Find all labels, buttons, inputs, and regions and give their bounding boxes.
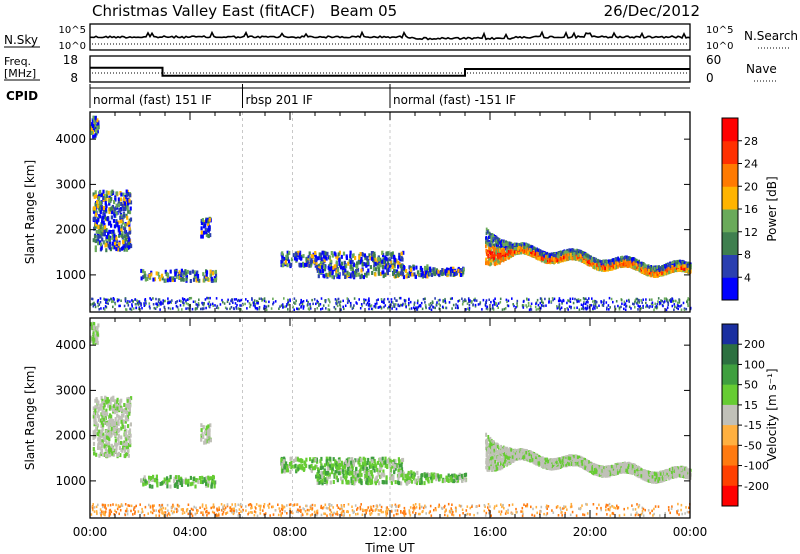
y-tick-label: 3000 [55, 383, 86, 397]
y-axis-label: Slant Range [km] [23, 160, 37, 264]
x-tick-label: 20:00 [573, 525, 608, 539]
freq-label: Freq. [4, 55, 31, 68]
colorbar-swatch [722, 231, 738, 255]
nsky-trace [90, 30, 691, 45]
nsearch-tick-bottom: 10^0 [706, 41, 733, 52]
beam-label: Beam 05 [330, 2, 397, 20]
y-tick-label: 1000 [55, 474, 86, 488]
colorbar-tick-label: -200 [744, 480, 769, 493]
colorbar-swatch [722, 425, 738, 446]
x-tick-label: 12:00 [373, 525, 408, 539]
velocity-panel: 1000 2000 3000 4000 Slant Range [km] 200 100 50… [23, 317, 779, 519]
colorbar-swatch [722, 118, 738, 142]
colorbar-tick-label: 20 [744, 180, 758, 193]
colorbar-tick-label: 12 [744, 226, 758, 239]
nsearch-label: N.Search [744, 29, 798, 43]
colorbar-tick-label: 16 [744, 203, 758, 216]
nave-label: Nave [746, 62, 777, 76]
colorbar-label: Power [dB] [765, 176, 779, 241]
x-tick-label: 04:00 [173, 525, 208, 539]
colorbar-tick-label: 50 [744, 379, 758, 392]
colorbar-swatch [722, 344, 738, 365]
colorbar-swatch [722, 324, 738, 345]
colorbar-tick-label: 24 [744, 158, 758, 171]
colorbar-swatch [722, 163, 738, 187]
power-cells [90, 115, 692, 312]
freq-tick-top: 18 [63, 53, 78, 67]
colorbar-tick-label: 8 [744, 249, 751, 262]
nsearch-tick-top: 10^5 [706, 25, 733, 36]
cpid-segment-label: normal (fast) 151 IF [93, 93, 212, 107]
y-tick-label: 2000 [55, 429, 86, 443]
colorbar-swatch [722, 445, 738, 467]
freq-tick-bottom: 8 [70, 71, 78, 85]
cpid-label: CPID [6, 89, 38, 103]
colorbar-swatch [722, 404, 738, 426]
y-axis-label: Slant Range [km] [23, 366, 37, 470]
colorbar-swatch [722, 186, 738, 210]
x-axis-label: Time UT [364, 541, 415, 554]
colorbar-swatch [722, 254, 738, 278]
x-tick-label: 16:00 [473, 525, 508, 539]
freq-trace [90, 66, 690, 77]
nave-tick-bottom: 0 [706, 71, 714, 85]
x-tick-label: 08:00 [273, 525, 308, 539]
colorbar-tick-label: 4 [744, 271, 751, 284]
colorbar-frame [721, 323, 739, 507]
nsky-line [90, 30, 691, 41]
cpid-strip: normal (fast) 151 IF rbsp 201 IF normal (f… [89, 84, 690, 108]
colorbar-swatch [722, 209, 738, 233]
time-axis: 00:00 04:00 08:00 12:00 16:00 20:00 00:00 [73, 525, 708, 539]
colorbar-swatch [722, 364, 738, 386]
cpid-segment-label: normal (fast) -151 IF [393, 93, 516, 107]
colorbar-swatch [722, 277, 738, 301]
colorbar-swatch [722, 485, 738, 507]
colorbar-tick-label: -50 [744, 439, 762, 452]
y-tick-label: 1000 [55, 268, 86, 282]
date-label: 26/Dec/2012 [604, 2, 700, 20]
y-tick-label: 4000 [55, 338, 86, 352]
colorbar-tick-label: 15 [744, 399, 758, 412]
x-tick-label: 00:00 [673, 525, 708, 539]
colorbar-tick-label: -100 [744, 460, 769, 473]
freq-unit: [MHz] [4, 67, 36, 80]
nsky-label: N.Sky [4, 33, 38, 47]
nsky-tick-bottom: 10^0 [59, 41, 86, 52]
nave-tick-top: 60 [706, 53, 721, 67]
colorbar-label: Velocity [m s⁻¹] [765, 368, 779, 461]
y-tick-label: 2000 [55, 223, 86, 237]
colorbar-swatch [722, 140, 738, 164]
power-panel: 1000 2000 3000 4000 Slant Range [km] 4 8 12 16 20… [23, 111, 779, 313]
y-tick-label: 4000 [55, 132, 86, 146]
colorbar-swatch [722, 465, 738, 487]
velocity-cells [90, 321, 692, 518]
x-tick-label: 00:00 [73, 525, 108, 539]
colorbar-tick-label: 100 [744, 358, 765, 371]
station-title: Christmas Valley East (fitACF) [92, 2, 315, 20]
colorbar-tick-label: -15 [744, 419, 762, 432]
colorbar-swatch [722, 384, 738, 406]
colorbar-tick-label: 28 [744, 135, 758, 148]
cpid-segment-label: rbsp 201 IF [246, 93, 313, 107]
colorbar-tick-label: 200 [744, 338, 765, 351]
y-tick-label: 3000 [55, 177, 86, 191]
nsky-tick-top: 10^5 [59, 25, 86, 36]
